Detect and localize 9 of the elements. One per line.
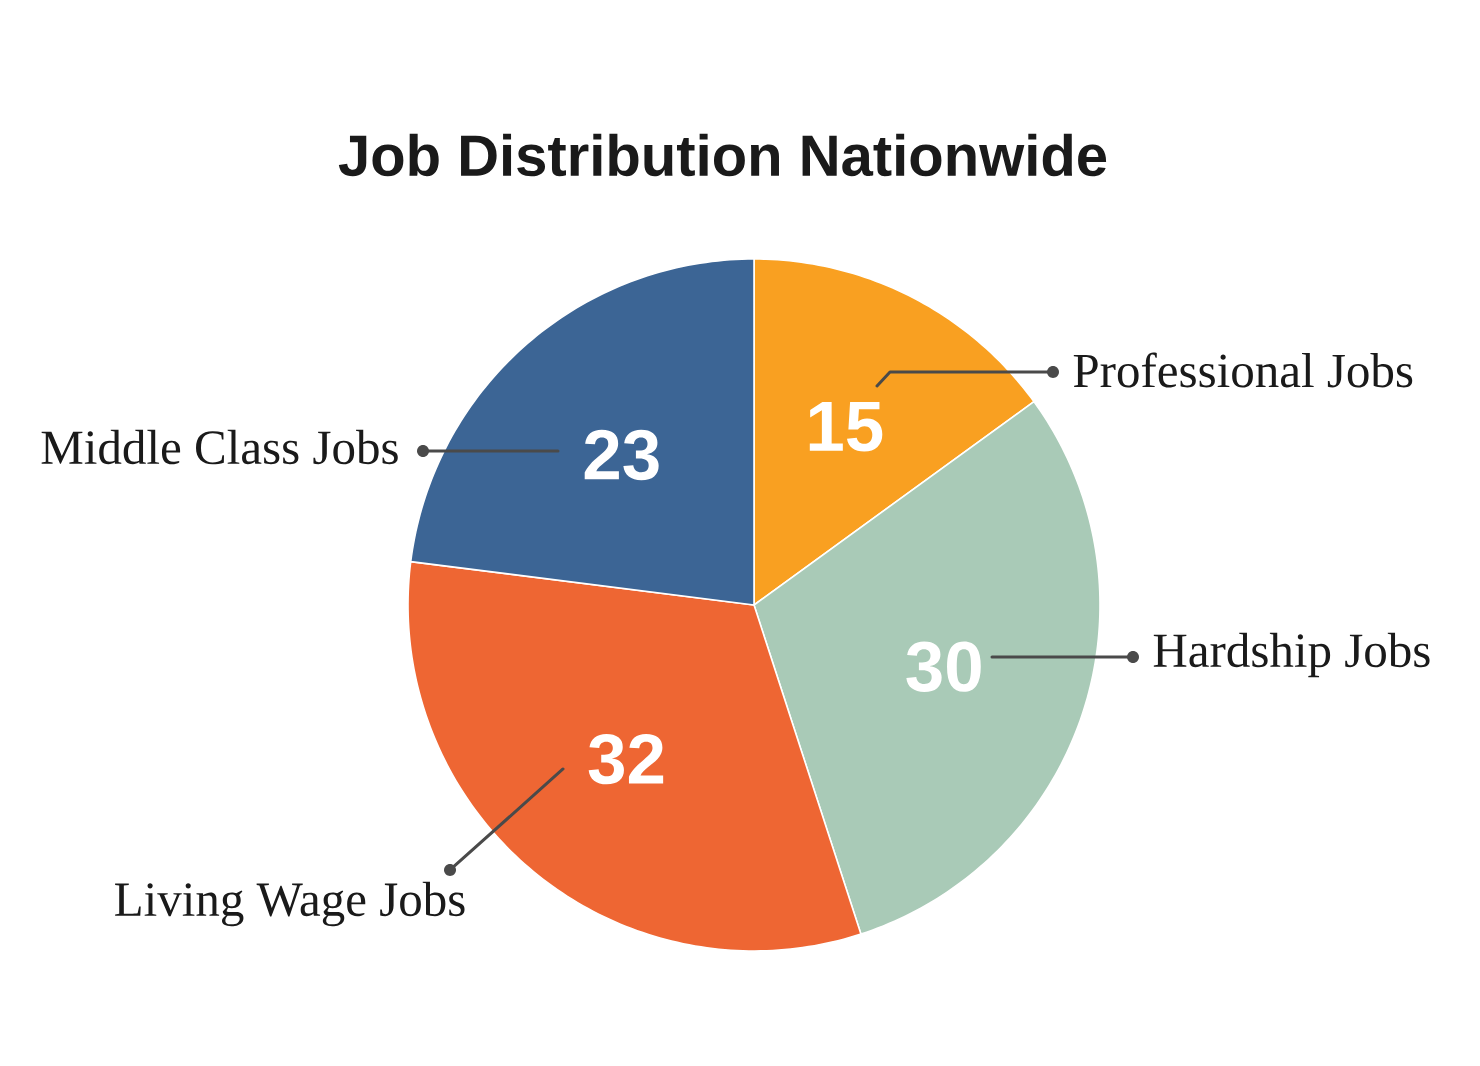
slice-label: Hardship Jobs: [1153, 632, 1430, 678]
data-label: 32: [588, 733, 664, 785]
slice-label: Living Wage Jobs: [115, 881, 465, 927]
data-label: 30: [906, 641, 981, 692]
data-label: 15: [809, 401, 883, 452]
slice-label: Professional Jobs: [1073, 352, 1413, 388]
chart-title: Job Distribution Nationwide: [338, 133, 1107, 177]
slice-label: Middle Class Jobs: [41, 429, 398, 465]
data-label: 23: [584, 429, 659, 481]
